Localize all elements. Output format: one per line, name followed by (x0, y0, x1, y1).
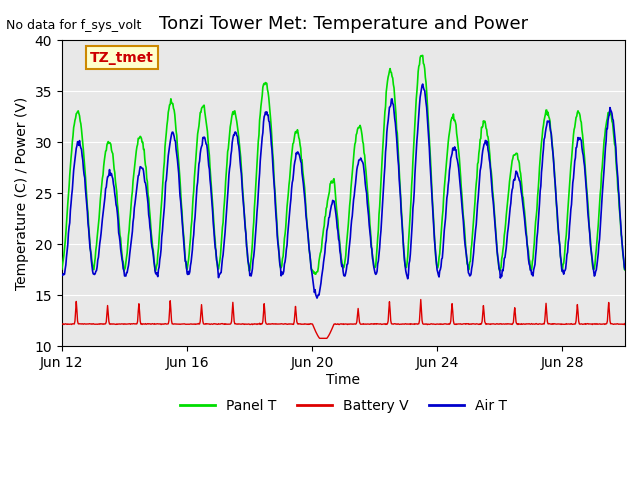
X-axis label: Time: Time (326, 373, 360, 387)
Text: TZ_tmet: TZ_tmet (90, 50, 154, 64)
Legend: Panel T, Battery V, Air T: Panel T, Battery V, Air T (174, 393, 513, 419)
Text: No data for f_sys_volt: No data for f_sys_volt (6, 19, 142, 32)
Y-axis label: Temperature (C) / Power (V): Temperature (C) / Power (V) (15, 96, 29, 290)
Title: Tonzi Tower Met: Temperature and Power: Tonzi Tower Met: Temperature and Power (159, 15, 528, 33)
